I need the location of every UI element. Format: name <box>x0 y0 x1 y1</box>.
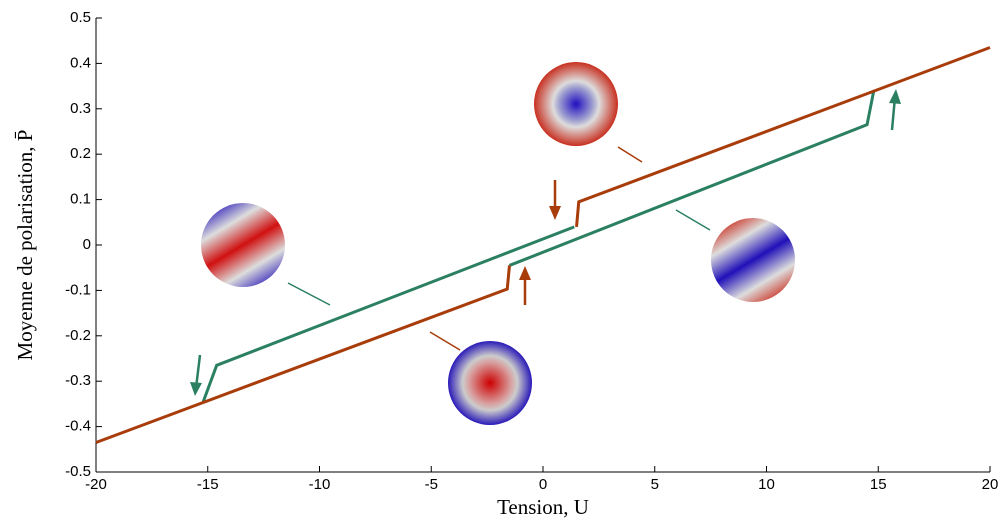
x-tick-label: 10 <box>758 476 775 493</box>
connector <box>287 282 331 306</box>
connector <box>617 146 643 163</box>
inset-image <box>711 218 795 302</box>
insets <box>201 62 795 425</box>
x-axis-label: Tension, U <box>497 495 589 519</box>
y-tick-label: 0.3 <box>70 100 91 117</box>
series-line <box>95 46 991 444</box>
y-tick-label: 0.4 <box>70 54 91 71</box>
y-tick-label: -0.2 <box>65 327 91 344</box>
series-line <box>201 90 876 403</box>
y-tick-label: -0.3 <box>65 372 91 389</box>
y-tick-label: -0.1 <box>65 281 91 298</box>
x-tick-label: 5 <box>651 476 659 493</box>
inset-image <box>201 203 285 287</box>
arrow-head <box>190 382 202 396</box>
y-tick-label: 0.1 <box>70 191 91 208</box>
arrow-head <box>519 266 531 280</box>
y-axis-label: Moyenne de polarisation, P̄ <box>13 130 37 361</box>
inset-image <box>448 341 532 425</box>
arrow <box>194 354 202 389</box>
arrow-head <box>549 206 561 220</box>
arrows <box>190 89 901 396</box>
connector <box>429 331 461 351</box>
x-tick-label: -10 <box>309 476 331 493</box>
inset-image <box>534 62 618 146</box>
y-tick-label: 0.2 <box>70 145 91 162</box>
x-tick-label: -5 <box>425 476 438 493</box>
x-tick-label: 20 <box>982 476 999 493</box>
y-tick-label: 0.5 <box>70 9 91 26</box>
x-tick-label: 15 <box>870 476 887 493</box>
x-tick-label: -20 <box>85 476 107 493</box>
connector <box>675 209 711 231</box>
y-tick-label: -0.5 <box>65 463 91 480</box>
y-tick-label: -0.4 <box>65 418 91 435</box>
y-tick-label: 0 <box>83 236 91 253</box>
x-tick-label: 0 <box>539 476 547 493</box>
x-tick-label: -15 <box>197 476 219 493</box>
arrow-head <box>889 89 901 104</box>
